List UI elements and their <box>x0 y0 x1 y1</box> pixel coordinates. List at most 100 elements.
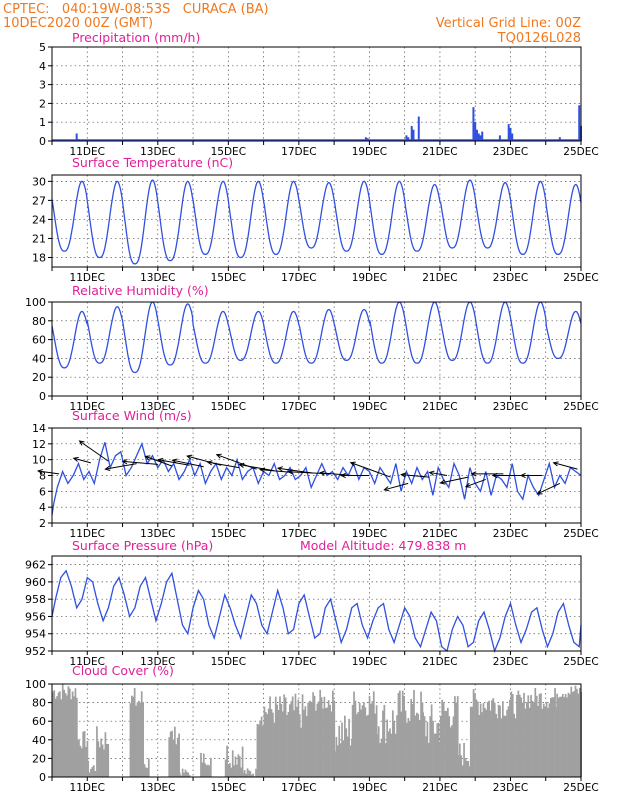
x-tick-label: 15DEC <box>211 656 246 668</box>
wind-arrowhead <box>186 454 193 460</box>
cloud-bar <box>374 713 377 777</box>
precip-bar <box>481 131 484 141</box>
cloud-bar <box>574 685 577 777</box>
cloud-bar <box>353 691 355 777</box>
cloud-bar <box>518 694 521 777</box>
cloud-bar <box>357 711 360 777</box>
cloud-bar <box>83 731 86 777</box>
panel-4: Surface Pressure (hPa) Model Altitude: 47… <box>25 538 599 668</box>
cloud-bar <box>495 713 498 777</box>
x-tick-label: 23DEC <box>493 656 528 668</box>
x-tick-label: 17DEC <box>281 272 316 284</box>
y-tick-label: 18 <box>32 251 46 264</box>
cloud-bar <box>535 695 538 777</box>
cloud-bar <box>454 696 456 777</box>
cloud-bar <box>63 689 65 777</box>
cloud-bar <box>564 693 567 777</box>
cloud-bar <box>139 702 142 777</box>
wind-vector <box>384 482 409 491</box>
cloud-bar <box>556 693 559 777</box>
cloud-bar <box>238 756 241 777</box>
cloud-bar <box>74 688 77 777</box>
cloud-bar <box>509 699 511 777</box>
wind-arrowhead <box>470 471 477 477</box>
y-tick-label: 100 <box>25 296 46 309</box>
cloud-bar <box>404 710 407 777</box>
cloud-bar <box>348 718 350 777</box>
cloud-bar <box>279 696 281 777</box>
x-tick-label: 17DEC <box>281 656 316 668</box>
cloud-bar <box>410 698 413 777</box>
cloud-bar <box>284 697 287 777</box>
cloud-bar <box>183 772 185 777</box>
panel-frame <box>51 555 582 652</box>
x-tick-label: 11DEC <box>70 528 105 540</box>
wind-arrowhead <box>144 455 151 461</box>
wind-vector <box>350 462 391 478</box>
y-tick-label: 30 <box>32 175 46 188</box>
cloud-bar <box>327 700 330 777</box>
cloud-bar <box>202 753 205 777</box>
wind-vector <box>440 476 469 484</box>
cloud-bar <box>382 710 384 777</box>
cloud-bar <box>408 720 411 777</box>
x-tick-label: 23DEC <box>493 272 528 284</box>
y-tick-label: 8 <box>39 470 46 483</box>
cloud-bar <box>569 694 571 777</box>
cloud-bar <box>135 705 137 777</box>
x-tick-label: 21DEC <box>422 272 457 284</box>
cloud-bar <box>491 700 493 777</box>
cloud-bar <box>288 704 291 777</box>
precip-bar <box>410 125 413 141</box>
cloud-bar <box>94 770 97 777</box>
x-tick-label: 17DEC <box>281 401 316 413</box>
cloud-bar <box>380 738 383 777</box>
cloud-bar <box>344 715 346 777</box>
wind-arrowhead <box>287 469 294 475</box>
x-tick-label: 13DEC <box>140 656 175 668</box>
cloud-bar <box>383 704 386 777</box>
x-tick-label: 25DEC <box>563 782 598 794</box>
cloud-bar <box>379 742 381 777</box>
wind-vector <box>553 462 578 470</box>
precip-bar <box>474 122 477 141</box>
cloud-bar <box>547 707 549 777</box>
cloud-bar <box>551 697 554 777</box>
x-tick-label: 11DEC <box>70 401 105 413</box>
cloud-bar <box>364 707 367 777</box>
header-grid-note: Vertical Grid Line: 00Z <box>436 16 581 31</box>
cloud-bar <box>339 743 342 777</box>
cloud-bar <box>176 737 179 777</box>
cloud-bar <box>394 733 397 777</box>
cloud-bar <box>138 700 140 777</box>
cloud-bar <box>439 715 442 777</box>
y-tick-label: 60 <box>32 334 46 347</box>
y-tick-label: 2 <box>39 517 46 530</box>
cloud-bar <box>482 703 485 777</box>
cloud-bar <box>300 727 302 777</box>
wind-vector <box>465 478 486 488</box>
wind-arrowhead <box>428 470 435 476</box>
cloud-bar <box>559 696 561 777</box>
panel-title: Surface Pressure (hPa) <box>72 538 213 553</box>
cloud-bar <box>265 712 267 777</box>
cloud-bar <box>136 702 139 777</box>
cloud-bar <box>298 714 301 777</box>
cloud-bar <box>429 716 432 777</box>
cloud-bar <box>249 771 252 777</box>
cloud-bar <box>474 693 476 777</box>
cloud-bar <box>209 757 212 777</box>
cloud-bar <box>329 704 331 777</box>
wind-arrowhead <box>171 458 178 464</box>
cloud-bar <box>101 744 104 777</box>
x-tick-label: 23DEC <box>493 528 528 540</box>
cloud-bar <box>342 740 345 777</box>
cloud-bar <box>351 704 354 777</box>
cloud-bar <box>441 699 444 777</box>
series-line <box>51 179 582 265</box>
x-tick-label: 13DEC <box>140 272 175 284</box>
cloud-bar <box>294 693 297 777</box>
wind-arrowhead <box>121 459 128 465</box>
cloud-bar <box>461 765 464 777</box>
